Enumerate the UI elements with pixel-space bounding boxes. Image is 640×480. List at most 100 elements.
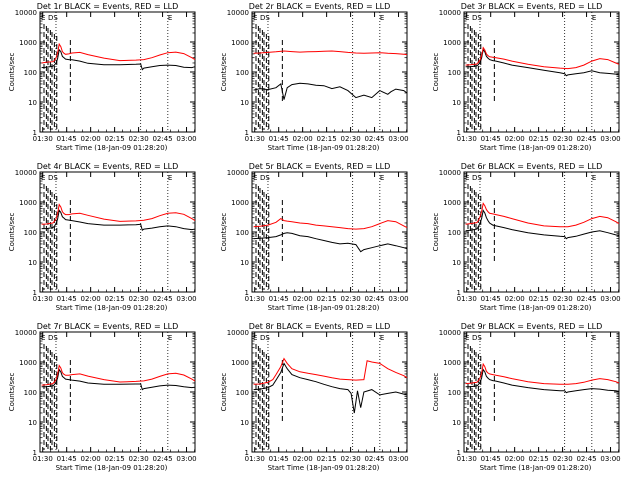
flag-label-e-late: E (380, 174, 384, 182)
y-tick-label: 100 (448, 69, 461, 77)
panel-title: Det 4r BLACK = Events, RED = LLD (37, 162, 179, 171)
flag-label-e: E (465, 174, 469, 182)
x-tick-label: 02:15 (529, 135, 549, 143)
y-tick-label: 10000 (439, 9, 461, 17)
x-tick-label: 02:30 (128, 295, 148, 303)
y-tick-label: 100 (448, 229, 461, 237)
panel-6: Det 6r BLACK = Events, RED = LLD 1 10 100 10… (432, 162, 621, 312)
y-tick-label: 10 (28, 419, 37, 427)
series-line-lld (41, 364, 196, 386)
x-tick-label: 01:45 (269, 295, 289, 303)
y-tick-label: 10000 (15, 9, 37, 17)
x-tick-label: 02:45 (152, 135, 172, 143)
flag-label-ds: DS (48, 334, 58, 342)
series-line-events (41, 368, 196, 391)
panel-8: Det 8r BLACK = Events, RED = LLD 1 10 100 10… (220, 322, 409, 472)
x-tick-label: 02:15 (317, 135, 337, 143)
x-tick-label: 01:45 (57, 455, 77, 463)
x-tick-label: 02:00 (81, 295, 101, 303)
y-tick-label: 1 (457, 449, 461, 457)
x-axis-label: Start Time (18-Jan-09 01:28:20) (268, 144, 380, 152)
x-tick-label: 03:00 (600, 135, 620, 143)
y-tick-label: 1 (33, 449, 37, 457)
x-tick-label: 01:30 (245, 455, 265, 463)
y-tick-label: 100 (24, 389, 37, 397)
flag-label-ds: DS (260, 334, 270, 342)
y-tick-label: 100 (236, 229, 249, 237)
y-tick-label: 10 (240, 419, 249, 427)
plot-frame (251, 11, 408, 133)
flag-label-ds: DS (260, 174, 270, 182)
flag-label-e: E (253, 14, 257, 22)
y-tick-label: 10 (452, 259, 461, 267)
flag-label-e-late: E (168, 174, 172, 182)
x-tick-label: 02:15 (105, 135, 125, 143)
x-tick-label: 03:00 (388, 135, 408, 143)
x-tick-label: 02:00 (505, 295, 525, 303)
y-tick-label: 10000 (227, 169, 249, 177)
y-tick-label: 1 (33, 289, 37, 297)
x-tick-label: 02:30 (552, 455, 572, 463)
y-axis-label: Counts/sec (432, 373, 440, 412)
x-tick-label: 02:00 (81, 135, 101, 143)
plot-frame (39, 11, 196, 133)
flag-label-e-late: E (592, 174, 596, 182)
x-tick-label: 01:30 (245, 135, 265, 143)
y-tick-label: 10000 (227, 9, 249, 17)
x-axis-label: Start Time (18-Jan-09 01:28:20) (480, 464, 592, 472)
x-tick-label: 02:15 (529, 455, 549, 463)
y-axis-label: Counts/sec (8, 213, 16, 252)
y-tick-label: 10 (240, 99, 249, 107)
x-axis-label: Start Time (18-Jan-09 01:28:20) (268, 464, 380, 472)
x-tick-label: 02:15 (105, 455, 125, 463)
series-line-events (465, 368, 620, 394)
x-tick-label: 01:45 (481, 135, 501, 143)
plot-frame (463, 331, 620, 453)
x-axis-label: Start Time (18-Jan-09 01:28:20) (56, 304, 168, 312)
x-tick-label: 02:30 (128, 455, 148, 463)
x-tick-label: 02:45 (576, 455, 596, 463)
y-tick-label: 100 (236, 389, 249, 397)
y-tick-label: 1000 (19, 359, 37, 367)
x-tick-label: 02:30 (340, 295, 360, 303)
flag-label-e: E (41, 14, 45, 22)
flag-label-ds: DS (472, 334, 482, 342)
x-tick-label: 01:45 (481, 295, 501, 303)
y-tick-label: 1 (245, 129, 249, 137)
x-tick-label: 01:45 (481, 455, 501, 463)
x-axis-label: Start Time (18-Jan-09 01:28:20) (56, 464, 168, 472)
panel-title: Det 2r BLACK = Events, RED = LLD (249, 2, 391, 11)
y-tick-label: 10 (28, 99, 37, 107)
x-tick-label: 03:00 (600, 295, 620, 303)
panel-1: Det 1r BLACK = Events, RED = LLD 1 10 100 10… (8, 2, 197, 152)
x-tick-label: 01:30 (457, 455, 477, 463)
x-tick-label: 02:30 (340, 455, 360, 463)
series-line-events (465, 48, 620, 77)
y-tick-label: 10000 (15, 169, 37, 177)
x-axis-label: Start Time (18-Jan-09 01:28:20) (480, 304, 592, 312)
y-tick-label: 1000 (443, 39, 461, 47)
series-line-lld (253, 357, 408, 385)
x-tick-label: 02:30 (552, 295, 572, 303)
flag-label-e-late: E (592, 14, 596, 22)
x-tick-label: 03:00 (600, 455, 620, 463)
x-tick-label: 02:30 (128, 135, 148, 143)
x-tick-label: 01:30 (457, 135, 477, 143)
x-tick-label: 02:00 (505, 455, 525, 463)
y-tick-label: 1 (245, 449, 249, 457)
y-axis-label: Counts/sec (432, 213, 440, 252)
series-line-lld (253, 50, 408, 56)
series-line-events (253, 82, 408, 100)
flag-label-e-late: E (380, 14, 384, 22)
y-tick-label: 1000 (231, 199, 249, 207)
flag-label-ds: DS (472, 174, 482, 182)
x-tick-label: 02:15 (317, 455, 337, 463)
y-tick-label: 1 (245, 289, 249, 297)
series-line-events (253, 362, 408, 414)
x-tick-label: 02:45 (364, 455, 384, 463)
flag-label-e: E (253, 334, 257, 342)
x-tick-label: 01:45 (269, 135, 289, 143)
x-tick-label: 02:45 (152, 295, 172, 303)
flag-label-e: E (465, 334, 469, 342)
y-tick-label: 100 (24, 69, 37, 77)
